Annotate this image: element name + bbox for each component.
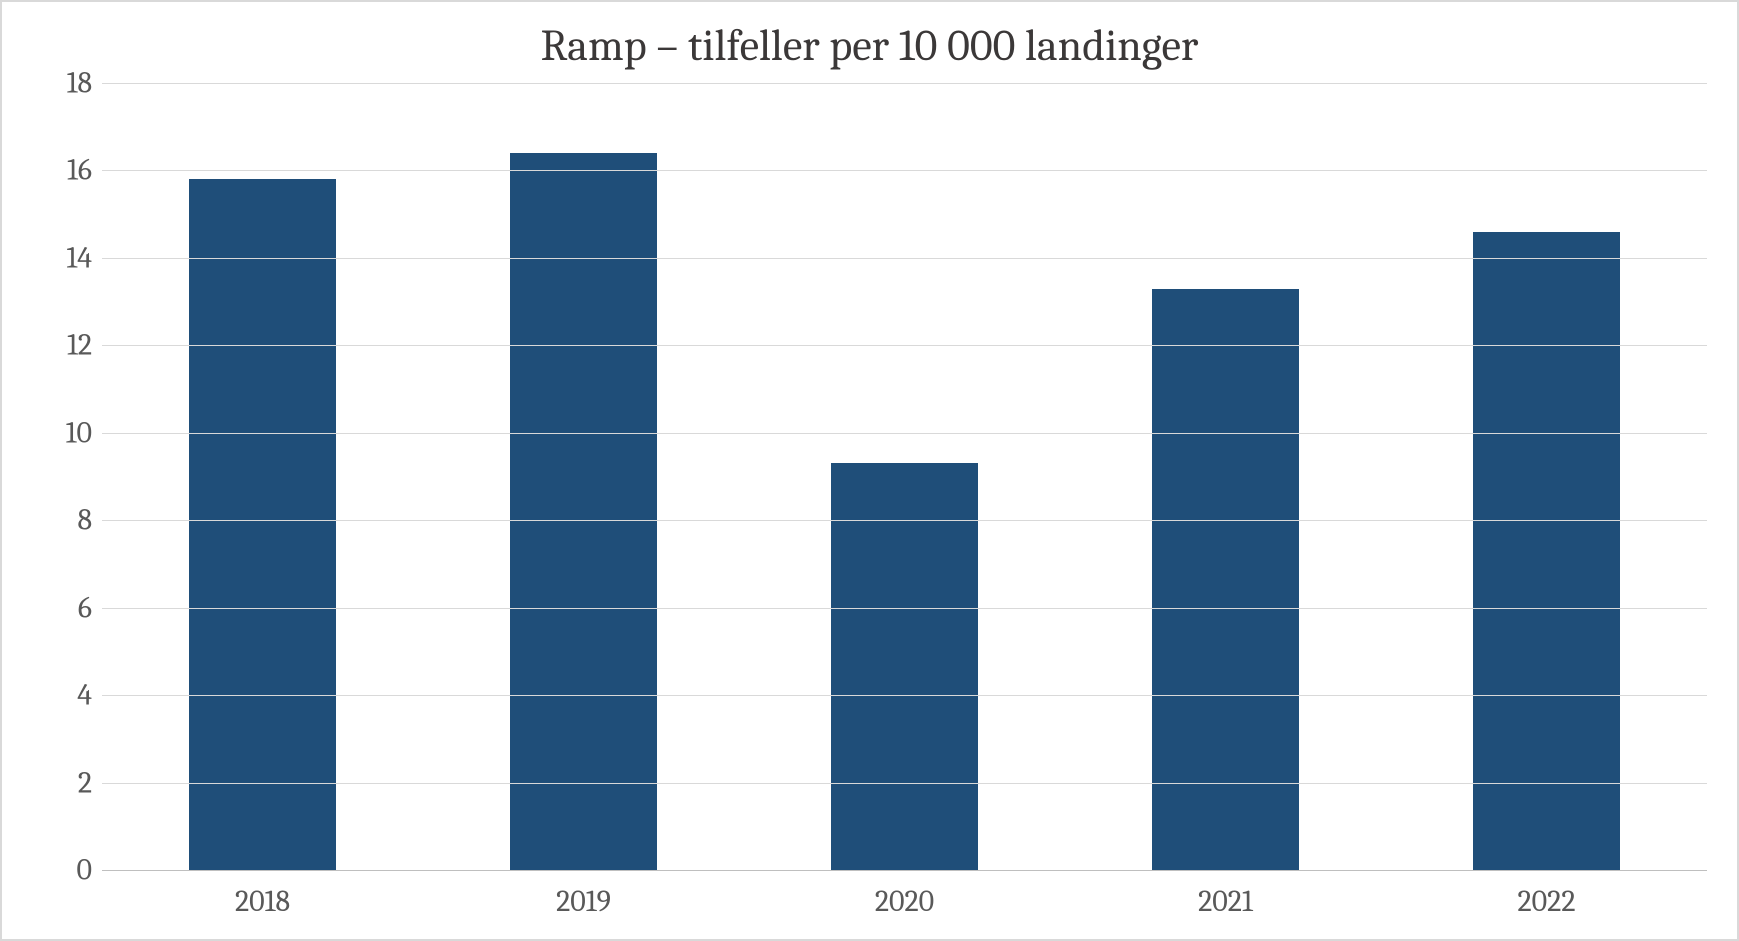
y-tick-label: 12 xyxy=(67,328,92,363)
gridline xyxy=(102,433,1707,434)
x-axis-row: 20182019202020212022 xyxy=(32,870,1707,919)
y-tick-label: 2 xyxy=(78,765,92,800)
y-tick-label: 14 xyxy=(66,240,92,275)
gridline xyxy=(102,870,1707,871)
bars-layer xyxy=(102,83,1707,870)
bar-slot xyxy=(423,83,744,870)
chart-frame: Ramp – tilfeller per 10 000 landinger 02… xyxy=(0,0,1739,941)
gridline xyxy=(102,520,1707,521)
y-tick-label: 16 xyxy=(67,153,92,188)
y-tick-label: 6 xyxy=(78,590,92,625)
y-tick-label: 4 xyxy=(77,678,92,713)
plot-area xyxy=(102,83,1707,870)
bar xyxy=(831,463,979,870)
y-axis: 024681012141618 xyxy=(32,83,102,870)
gridline xyxy=(102,83,1707,84)
plot-row: 024681012141618 xyxy=(32,83,1707,870)
y-tick-label: 8 xyxy=(77,503,92,538)
gridline xyxy=(102,170,1707,171)
x-tick-label: 2018 xyxy=(102,870,423,919)
bar xyxy=(510,153,658,870)
bar-slot xyxy=(1386,83,1707,870)
bar xyxy=(189,179,337,870)
chart-body: 024681012141618 20182019202020212022 xyxy=(32,83,1707,919)
gridline xyxy=(102,345,1707,346)
y-tick-label: 0 xyxy=(76,853,92,888)
bar-slot xyxy=(1065,83,1386,870)
gridline xyxy=(102,608,1707,609)
gridline xyxy=(102,258,1707,259)
chart-title: Ramp – tilfeller per 10 000 landinger xyxy=(32,2,1707,83)
gridline xyxy=(102,695,1707,696)
x-axis-labels: 20182019202020212022 xyxy=(102,870,1707,919)
bar xyxy=(1473,232,1621,870)
y-tick-label: 10 xyxy=(66,415,92,450)
x-tick-label: 2021 xyxy=(1065,870,1386,919)
x-tick-label: 2020 xyxy=(744,870,1065,919)
x-tick-label: 2022 xyxy=(1386,870,1707,919)
gridline xyxy=(102,783,1707,784)
bar-slot xyxy=(744,83,1065,870)
y-tick-label: 18 xyxy=(67,66,92,101)
x-tick-label: 2019 xyxy=(423,870,744,919)
bar-slot xyxy=(102,83,423,870)
